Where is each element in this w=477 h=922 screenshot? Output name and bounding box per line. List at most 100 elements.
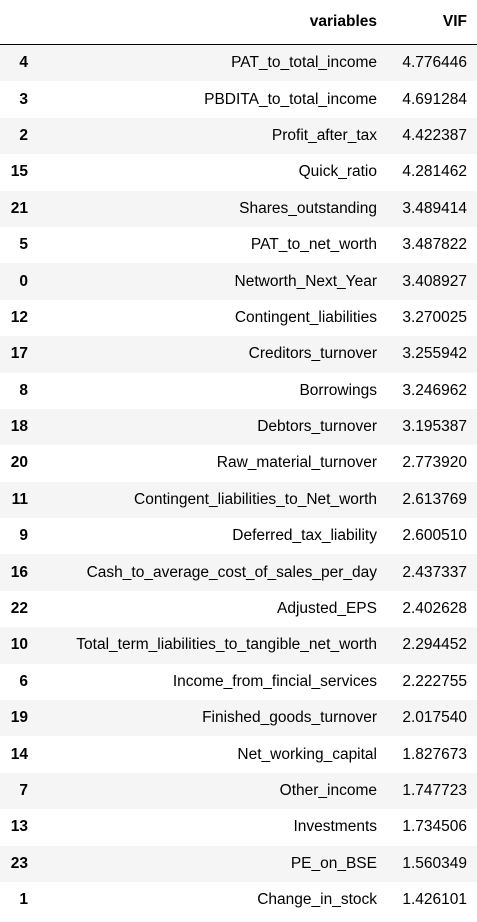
- table-row: 19 Finished_goods_turnover 2.017540: [0, 700, 477, 737]
- table-row: 20 Raw_material_turnover 2.773920: [0, 445, 477, 482]
- variable-name-cell: Net_working_capital: [237, 745, 377, 763]
- index-column-header: [0, 0, 40, 45]
- variable-name-cell: PE_on_BSE: [290, 854, 377, 872]
- table-row: 23 PE_on_BSE 1.560349: [0, 845, 477, 882]
- variable-name-cell: Quick_ratio: [298, 163, 377, 181]
- vif-value-cell: 3.195387: [402, 418, 467, 436]
- row-index: 15: [10, 163, 28, 181]
- vif-value-cell: 1.827673: [402, 745, 467, 763]
- variable-name-cell: Profit_after_tax: [271, 126, 377, 144]
- row-index: 14: [10, 745, 28, 763]
- vif-value-cell: 2.402628: [402, 600, 467, 618]
- vif-value-cell: 2.613769: [402, 490, 467, 508]
- table-row: 15 Quick_ratio 4.281462: [0, 154, 477, 191]
- variable-name-cell: Contingent_liabilities: [234, 308, 377, 326]
- table-row: 6 Income_from_fincial_services 2.222755: [0, 663, 477, 701]
- variable-name-cell: Income_from_fincial_services: [172, 672, 377, 690]
- table-row: 14 Net_working_capital 1.827673: [0, 736, 477, 773]
- vif-value-cell: 3.270025: [402, 308, 467, 326]
- variable-name-cell: Total_term_liabilities_to_tangible_net_w…: [76, 636, 377, 654]
- row-index: 3: [19, 90, 28, 108]
- table-row: 2 Profit_after_tax 4.422387: [0, 117, 477, 155]
- variable-name-cell: Deferred_tax_liability: [232, 527, 377, 545]
- vif-value-cell: 2.773920: [402, 454, 467, 472]
- table-row: 17 Creditors_turnover 3.255942: [0, 336, 477, 373]
- vif-value-cell: 4.422387: [402, 126, 467, 144]
- variable-name-cell: Investments: [293, 818, 377, 836]
- table-row: 7 Other_income 1.747723: [0, 772, 477, 810]
- vif-value-cell: 1.560349: [402, 854, 467, 872]
- variable-name-cell: Other_income: [279, 782, 377, 799]
- row-index: 23: [10, 854, 28, 872]
- row-index: 7: [19, 782, 28, 799]
- variable-name-cell: Change_in_stock: [257, 891, 377, 909]
- row-index: 2: [19, 126, 28, 144]
- row-index: 13: [10, 818, 28, 836]
- table-row: 22 Adjusted_EPS 2.402628: [0, 590, 477, 628]
- row-index: 8: [19, 381, 28, 399]
- table-row: 4 PAT_to_total_income 4.776446: [0, 44, 477, 82]
- vif-column-header: VIF: [387, 0, 477, 45]
- row-index: 4: [19, 54, 28, 72]
- vif-value-cell: 3.246962: [402, 381, 467, 399]
- row-index: 21: [10, 199, 28, 217]
- table-row: 13 Investments 1.734506: [0, 809, 477, 846]
- row-index: 6: [19, 672, 28, 690]
- row-index: 12: [10, 308, 28, 326]
- table-row: 8 Borrowings 3.246962: [0, 372, 477, 409]
- row-index: 17: [10, 345, 28, 363]
- vif-value-cell: 1.426101: [402, 891, 467, 909]
- row-index: 16: [10, 563, 28, 581]
- row-index: 5: [19, 236, 28, 254]
- table-row: 9 Deferred_tax_liability 2.600510: [0, 518, 477, 555]
- vif-value-cell: 4.776446: [402, 54, 467, 72]
- vif-value-cell: 2.437337: [402, 563, 467, 581]
- vif-value-cell: 2.222755: [402, 672, 467, 690]
- variable-name-cell: PAT_to_net_worth: [250, 236, 377, 254]
- variable-name-cell: Finished_goods_turnover: [202, 709, 377, 727]
- vif-value-cell: 2.294452: [402, 636, 467, 654]
- table-row: 0 Networth_Next_Year 3.408927: [0, 263, 477, 300]
- row-index: 0: [19, 272, 28, 290]
- vif-value-cell: 4.691284: [402, 90, 467, 108]
- table-body: 4 PAT_to_total_income 4.776446 3 PBDITA_to_t…: [0, 44, 477, 919]
- row-index: 10: [10, 636, 28, 654]
- table-header: variables VIF: [0, 0, 477, 45]
- vif-value-cell: 3.487822: [402, 236, 467, 254]
- row-index: 19: [10, 709, 28, 727]
- variable-name-cell: PBDITA_to_total_income: [204, 90, 377, 108]
- row-index: 18: [10, 418, 28, 436]
- vif-value-cell: 3.489414: [402, 199, 467, 217]
- table-row: 18 Debtors_turnover 3.195387: [0, 408, 477, 446]
- variable-name-cell: Borrowings: [299, 381, 377, 399]
- row-index: 9: [19, 527, 28, 545]
- variable-name-cell: Debtors_turnover: [257, 418, 377, 436]
- variable-name-cell: Contingent_liabilities_to_Net_worth: [134, 490, 377, 508]
- variables-column-header: variables: [40, 0, 387, 45]
- table-row: 1 Change_in_stock 1.426101: [0, 881, 477, 919]
- row-index: 11: [11, 490, 28, 508]
- table-row: 3 PBDITA_to_total_income 4.691284: [0, 81, 477, 118]
- variable-name-cell: PAT_to_total_income: [231, 54, 377, 72]
- table-row: 16 Cash_to_average_cost_of_sales_per_day 2…: [0, 554, 477, 591]
- variable-name-cell: Raw_material_turnover: [216, 454, 377, 472]
- vif-value-cell: 1.734506: [402, 818, 467, 836]
- vif-value-cell: 3.408927: [402, 272, 467, 290]
- variable-name-cell: Adjusted_EPS: [277, 600, 377, 618]
- variable-name-cell: Shares_outstanding: [239, 199, 377, 217]
- vif-value-cell: 2.600510: [402, 527, 467, 545]
- table-row: 10 Total_term_liabilities_to_tangible_net…: [0, 627, 477, 664]
- header-row: variables VIF: [0, 0, 477, 45]
- table-row: 21 Shares_outstanding 3.489414: [0, 190, 477, 227]
- row-index: 20: [10, 454, 28, 472]
- vif-value-cell: 3.255942: [402, 345, 467, 363]
- vif-value-cell: 1.747723: [402, 782, 467, 799]
- variable-name-cell: Creditors_turnover: [248, 345, 377, 363]
- row-index: 1: [19, 891, 28, 909]
- table-row: 12 Contingent_liabilities 3.270025: [0, 299, 477, 337]
- vif-value-cell: 4.281462: [402, 163, 467, 181]
- table-row: 5 PAT_to_net_worth 3.487822: [0, 226, 477, 264]
- vif-value-cell: 2.017540: [402, 709, 467, 727]
- variable-name-cell: Cash_to_average_cost_of_sales_per_day: [86, 563, 377, 581]
